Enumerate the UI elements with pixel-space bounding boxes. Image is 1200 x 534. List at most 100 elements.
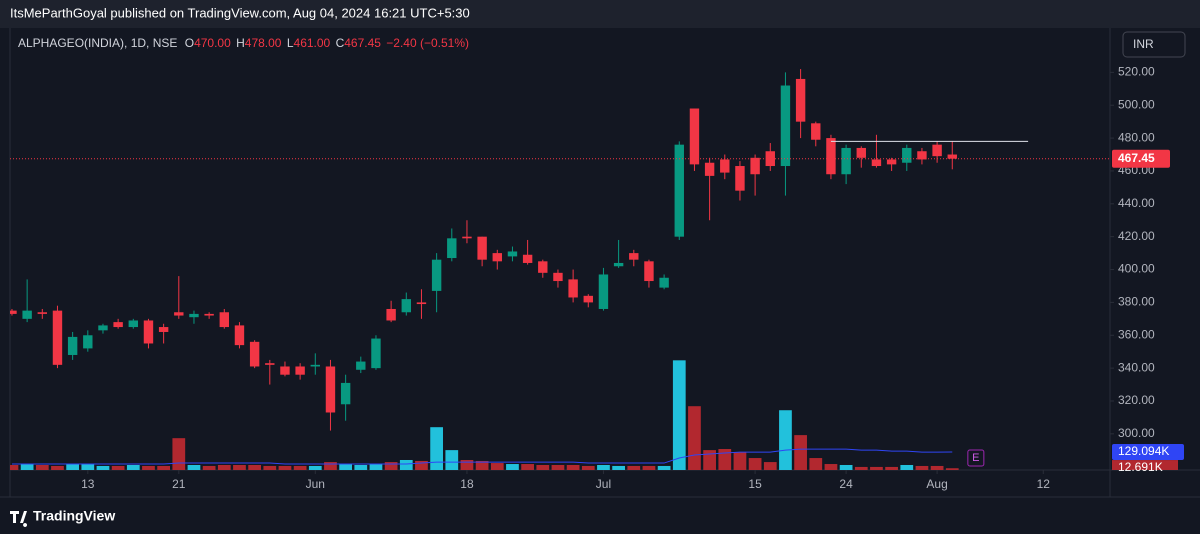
volume-bar: [172, 438, 186, 470]
volume-bar: [824, 464, 838, 470]
volume-bar: [809, 458, 823, 470]
candle-body: [22, 310, 32, 319]
legend-value: 470.00: [194, 36, 231, 50]
y-tick-label: 400.00: [1118, 262, 1155, 276]
volume-bar: [597, 464, 610, 470]
volume-bar: [794, 435, 807, 470]
legend-symbol: ALPHAGEO(INDIA), 1D, NSE: [18, 36, 177, 50]
y-tick-label: 320.00: [1118, 393, 1155, 407]
candle-body: [507, 251, 518, 257]
plot-area: [10, 69, 1110, 470]
currency-label[interactable]: INR: [1133, 37, 1154, 51]
candle-body: [447, 238, 457, 259]
footer-text: TradingView: [33, 508, 115, 524]
volume-bar: [733, 452, 747, 470]
candle-body: [629, 253, 639, 260]
candle-body: [219, 312, 229, 328]
legend: ALPHAGEO(INDIA), 1D, NSE O470.00 H478.00…: [18, 36, 469, 50]
legend-key: C: [336, 36, 345, 50]
legend-key: O: [185, 36, 194, 50]
volume-bar: [35, 464, 49, 470]
volume-bar: [688, 406, 701, 470]
volume-bar: [384, 462, 398, 470]
y-tick-label: 480.00: [1118, 130, 1155, 144]
volume-bar: [915, 465, 929, 470]
legend-key: H: [236, 36, 245, 50]
candle-body: [720, 159, 730, 173]
volume-bar: [763, 462, 777, 470]
candle-body: [795, 78, 806, 122]
candle-body: [325, 366, 336, 413]
x-tick-label: 18: [460, 477, 474, 491]
volume-bar: [308, 465, 322, 470]
y-tick-label: 440.00: [1118, 196, 1155, 210]
candle-body: [280, 366, 290, 375]
candle-body: [204, 313, 214, 316]
candle-body: [613, 262, 624, 267]
volume-bar: [627, 465, 641, 470]
volume-bar: [126, 464, 140, 470]
y-tick-label: 500.00: [1118, 97, 1155, 111]
volume-label: 12.691K: [1118, 460, 1163, 474]
volume-bar: [202, 465, 216, 470]
x-tick-label: Jun: [306, 477, 325, 491]
x-tick-label: 24: [839, 477, 853, 491]
volume-bar: [581, 465, 595, 470]
volume-bar: [430, 427, 443, 470]
volume-bar: [51, 465, 64, 470]
candle-body: [886, 159, 897, 165]
candle-body: [811, 123, 821, 140]
candle-body: [158, 327, 169, 332]
candle-body: [431, 259, 442, 291]
candle-body: [52, 310, 63, 365]
candle-body: [265, 363, 275, 365]
volume-bar: [157, 465, 171, 470]
volume-bar: [930, 465, 944, 470]
currency-button[interactable]: [1122, 31, 1186, 58]
y-tick-label: 360.00: [1118, 327, 1155, 341]
y-tick-label: 380.00: [1118, 295, 1155, 309]
volume-bar: [233, 464, 246, 470]
legend-key: L: [287, 36, 294, 50]
candle-body: [386, 308, 396, 321]
candle-body: [704, 162, 715, 176]
y-tick-label: 520.00: [1118, 65, 1155, 79]
candle-body: [234, 325, 245, 346]
volume-bar: [66, 464, 80, 470]
candle-body: [401, 299, 411, 313]
volume-bar: [96, 465, 110, 470]
volume-bar: [612, 465, 625, 470]
volume-bar: [475, 460, 489, 470]
volume-bar: [445, 450, 459, 470]
volume-bar: [945, 468, 959, 470]
candle-body: [522, 254, 533, 263]
x-tick-label: 15: [748, 477, 762, 491]
candle-body: [249, 341, 260, 367]
candle-body: [174, 312, 184, 316]
candle-body: [416, 302, 427, 305]
logo-icon: [10, 511, 28, 527]
volume-bar: [415, 460, 428, 470]
candle-body: [10, 310, 17, 314]
x-tick-label: Jul: [596, 477, 611, 491]
volume-bar: [779, 410, 792, 470]
x-tick-label: 21: [172, 477, 186, 491]
candle-body: [143, 320, 154, 344]
legend-value: 478.00: [245, 36, 282, 50]
volume-bar: [703, 450, 716, 470]
volume-bar: [324, 462, 337, 470]
volume-bar: [263, 465, 277, 470]
volume-bar: [187, 464, 201, 470]
candle-body: [841, 147, 851, 175]
candle-body: [659, 277, 669, 288]
candle-body: [735, 166, 745, 191]
event-marker: [967, 449, 985, 467]
candle-body: [310, 364, 320, 367]
volume-bar: [142, 465, 155, 470]
candle-body: [462, 236, 472, 239]
header-text: ItsMeParthGoyal published on TradingView…: [10, 5, 470, 20]
event-marker-label: E: [972, 452, 979, 464]
volume-bar: [20, 464, 34, 470]
y-tick-label: 300.00: [1118, 426, 1155, 440]
